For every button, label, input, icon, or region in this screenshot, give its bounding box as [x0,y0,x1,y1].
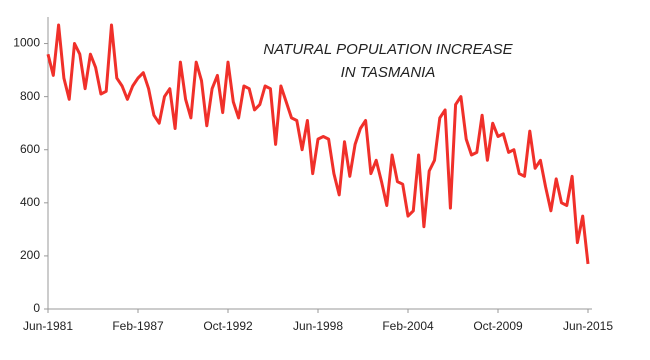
data-line [46,23,590,265]
x-tick-label: Feb-1987 [112,319,164,333]
x-tick-label: Jun-1981 [23,319,73,333]
y-tick-label: 800 [20,89,40,103]
x-tick-label: Oct-2009 [473,319,523,333]
x-tick-label: Jun-1998 [293,319,343,333]
y-tick-label: 1000 [13,36,40,50]
y-tick-label: 200 [20,248,40,262]
chart-title: IN TASMANIA [341,64,436,81]
y-tick-label: 0 [33,301,40,315]
x-tick-label: Oct-1992 [203,319,253,333]
y-tick-label: 600 [20,142,40,156]
x-tick-label: Jun-2015 [563,319,613,333]
chart-title: NATURAL POPULATION INCREASE [263,41,513,58]
y-tick-label: 400 [20,195,40,209]
x-tick-label: Feb-2004 [382,319,434,333]
